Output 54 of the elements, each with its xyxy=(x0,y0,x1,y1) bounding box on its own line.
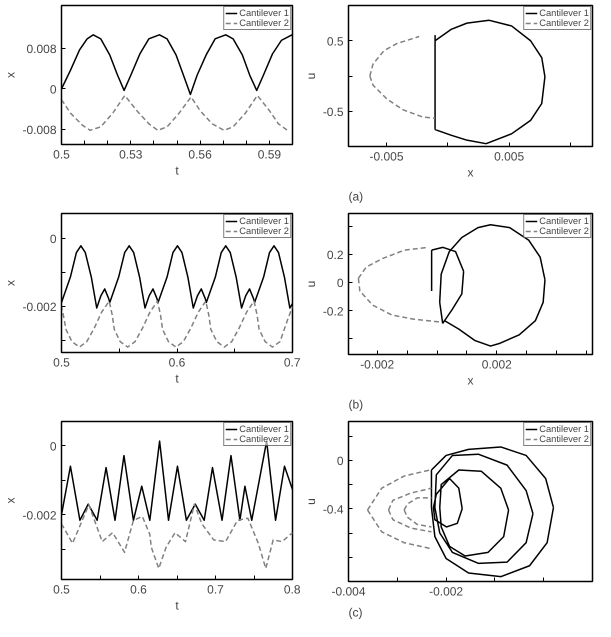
y-tick-label: -0.002 xyxy=(22,508,57,522)
x-tick-label: 0.7 xyxy=(284,356,301,370)
text: (b) xyxy=(348,398,364,412)
y-tick-label: 0 xyxy=(50,232,57,246)
y-axis-title: x xyxy=(3,72,18,78)
x-tick-label: 0.56 xyxy=(188,148,212,162)
legend-label: Cantilever 2 xyxy=(239,226,289,236)
x-tick-label: 0.7 xyxy=(207,582,224,596)
legend-label: Cantilever 1 xyxy=(539,424,589,434)
text: (c) xyxy=(348,606,362,620)
legend-label: Cantilever 2 xyxy=(539,434,589,444)
x-axis-title: t xyxy=(175,598,180,612)
x-tick-label: 0.002 xyxy=(482,358,512,372)
y-tick-label: 0 xyxy=(50,82,57,96)
y-tick-label: -0.008 xyxy=(22,122,57,137)
x-tick-label: 0.8 xyxy=(284,582,301,596)
y-tick-label: -0.5 xyxy=(322,104,344,119)
legend-label: Cantilever 2 xyxy=(239,18,289,28)
legend-label: Cantilever 2 xyxy=(239,434,289,444)
legend-label: Cantilever 1 xyxy=(239,424,289,434)
text: (a) xyxy=(348,190,364,204)
x-axis-title: t xyxy=(175,164,180,178)
y-axis-title: u xyxy=(304,280,318,288)
legend-label: Cantilever 1 xyxy=(239,216,289,226)
x-tick-label: -0.002 xyxy=(429,584,464,598)
x-axis-title: x xyxy=(468,166,474,180)
x-tick-label: -0.005 xyxy=(369,150,404,164)
x-axis-title: t xyxy=(175,372,180,386)
x-tick-label: 0.005 xyxy=(494,150,524,164)
y-tick-label: 0 xyxy=(336,454,344,468)
y-axis-title: x xyxy=(3,498,18,504)
y-tick-label: -0.2 xyxy=(322,304,344,318)
y-tick-label: -0.002 xyxy=(22,300,57,314)
y-axis-title: u xyxy=(304,72,318,80)
x-tick-label: 0.6 xyxy=(168,356,186,370)
y-tick-label: 0.5 xyxy=(326,34,344,48)
legend-label: Cantilever 1 xyxy=(539,216,589,226)
y-tick-label: -0.4 xyxy=(322,502,344,516)
x-tick-label: -0.002 xyxy=(360,358,395,372)
y-tick-label: 0 xyxy=(50,439,57,454)
x-axis-title: x xyxy=(468,374,474,388)
y-tick-label: 0.2 xyxy=(326,248,344,262)
y-tick-label: 0 xyxy=(336,276,344,290)
legend-label: Cantilever 1 xyxy=(539,8,589,18)
x-tick-label: -0.004 xyxy=(331,584,366,598)
legend-label: Cantilever 2 xyxy=(539,18,589,28)
legend-label: Cantilever 1 xyxy=(239,8,289,18)
y-axis-title: u xyxy=(304,498,318,505)
x-tick-label: 0.6 xyxy=(130,582,148,596)
legend-label: Cantilever 2 xyxy=(539,226,589,236)
x-tick-label: 0.53 xyxy=(119,148,143,162)
y-axis-title: x xyxy=(3,280,18,286)
y-tick-label: 0.008 xyxy=(26,42,57,56)
x-tick-label: 0.59 xyxy=(258,148,282,162)
